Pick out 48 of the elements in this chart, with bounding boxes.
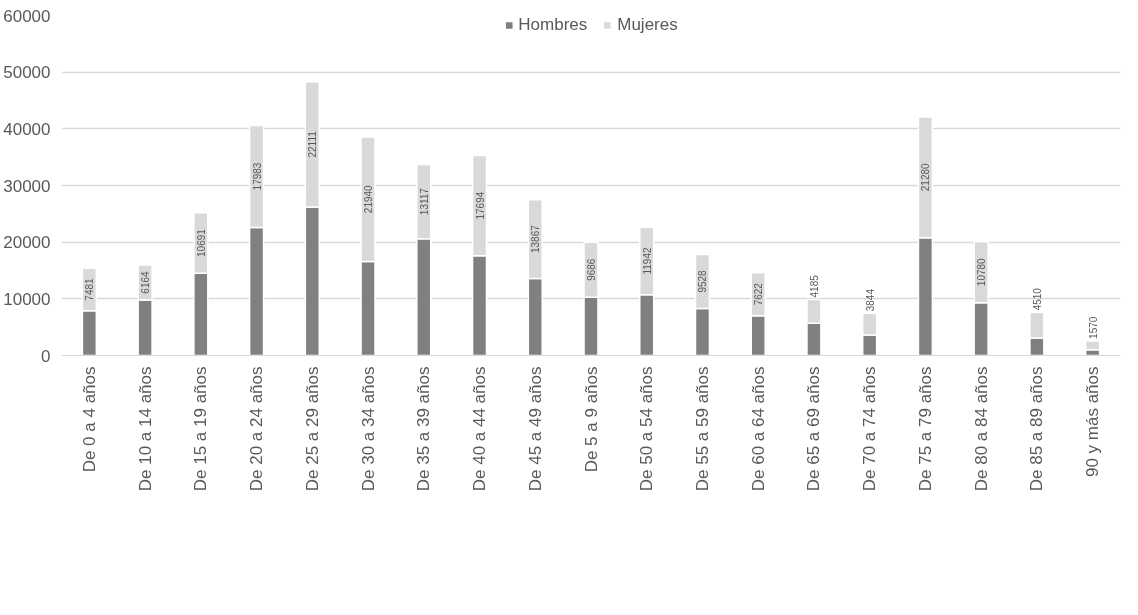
x-tick-label: De 20 a 24 años	[247, 366, 267, 492]
x-tick-label: De 5 a 9 años	[581, 366, 601, 473]
data-label: 13117	[418, 187, 430, 216]
data-label: 10780	[976, 257, 988, 287]
y-tick-label: 50000	[3, 63, 51, 83]
x-tick-label: De 60 a 64 años	[748, 366, 768, 492]
data-label: 17694	[474, 191, 486, 220]
y-tick-label: 30000	[3, 176, 51, 196]
x-tick-label: De 45 a 49 años	[525, 366, 545, 492]
data-label: 7622	[753, 282, 765, 306]
y-tick-label: 20000	[3, 233, 51, 253]
x-tick-label: De 35 a 39 años	[414, 366, 434, 492]
data-label: 1570	[1087, 316, 1099, 339]
y-tick-label: 40000	[3, 119, 51, 139]
bar	[1084, 340, 1101, 351]
x-tick-label: De 75 a 79 años	[915, 366, 935, 492]
data-label: 4185	[808, 274, 820, 298]
data-label: 13867	[530, 224, 542, 254]
data-label: 4510	[1031, 287, 1043, 311]
data-label: 9686	[586, 258, 597, 281]
x-tick-label: De 50 a 54 años	[637, 366, 657, 492]
data-label: 3844	[864, 288, 876, 312]
data-label: 21280	[920, 163, 932, 192]
legend-label: Mujeres	[617, 15, 678, 35]
x-tick-label: De 0 a 4 años	[79, 366, 99, 473]
x-tick-label: De 10 a 14 años	[135, 366, 155, 492]
x-tick-label: De 15 a 19 años	[191, 366, 211, 492]
x-tick-label: De 85 a 89 años	[1027, 366, 1047, 492]
data-label: 17983	[251, 162, 263, 191]
x-tick-label: 90 y más años	[1083, 366, 1103, 478]
y-tick-label: 0	[41, 346, 51, 366]
legend-label: Hombres	[518, 15, 588, 35]
data-label: 10691	[195, 228, 207, 257]
data-label: 11942	[641, 247, 653, 275]
x-tick-label: De 65 a 69 años	[804, 366, 824, 492]
data-label: 22111	[307, 130, 319, 158]
x-tick-label: De 30 a 34 años	[358, 366, 378, 492]
data-label: 7481	[84, 277, 96, 301]
x-tick-label: De 70 a 74 años	[860, 366, 880, 492]
x-tick-label: De 25 a 29 años	[302, 366, 322, 492]
data-label: 9528	[697, 269, 709, 293]
x-tick-label: De 55 a 59 años	[692, 366, 712, 492]
x-tick-label: De 80 a 84 años	[971, 366, 991, 492]
data-label: 21940	[363, 184, 375, 214]
x-tick-label: De 40 a 44 años	[470, 366, 490, 492]
y-tick-label: 10000	[3, 289, 51, 309]
y-tick-label: 60000	[3, 6, 51, 26]
data-label: 6164	[140, 270, 152, 294]
